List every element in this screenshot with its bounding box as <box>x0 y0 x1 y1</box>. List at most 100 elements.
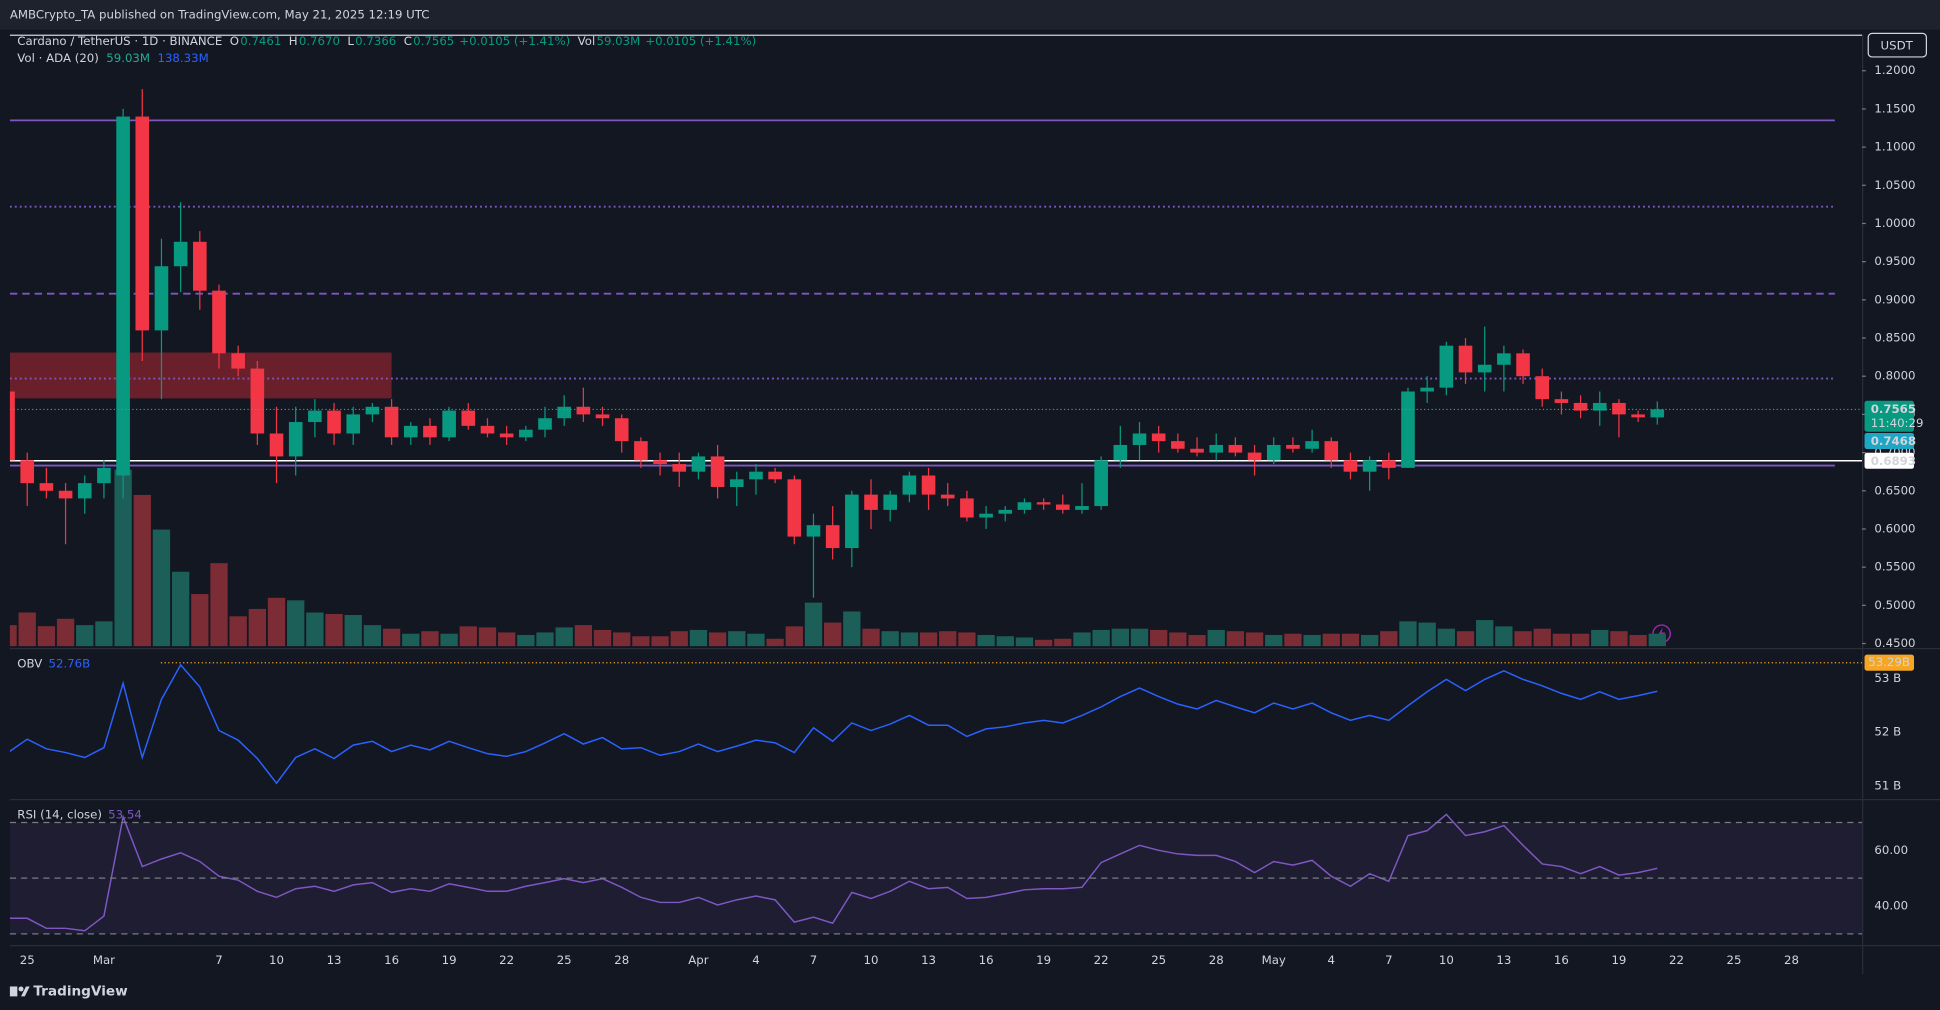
y-tick-label: 1.0500 <box>1874 178 1915 192</box>
candle-body <box>538 418 552 430</box>
volume-legend: Vol · ADA (20) 59.03M 138.33M <box>17 51 208 65</box>
volume-bar <box>95 621 113 647</box>
volume-bar <box>1533 628 1551 647</box>
candle-body <box>825 525 840 549</box>
currency-label[interactable]: USDT <box>1881 38 1914 52</box>
supply-zone <box>9 352 392 399</box>
candle-body <box>1612 402 1626 415</box>
x-tick-label: 4 <box>752 953 759 967</box>
candle-body <box>97 467 111 484</box>
candle-body <box>883 494 898 510</box>
candle-body <box>1535 376 1550 400</box>
volume-bar <box>37 626 56 647</box>
price-badge-label: 0.7468 <box>1871 434 1916 448</box>
candle-body <box>1228 444 1243 453</box>
candle-body <box>480 425 495 434</box>
volume-bar <box>728 631 746 647</box>
indicator-legend: RSI (14, close) 53.54 <box>17 807 141 821</box>
x-tick-label: 7 <box>1385 953 1392 967</box>
y-tick-label: 0.5000 <box>1874 598 1915 612</box>
candle-body <box>729 479 744 487</box>
indicator-value: 53.54 <box>108 807 142 821</box>
volume-bar <box>1495 626 1513 647</box>
candle-body <box>9 391 15 461</box>
legend-value: 0.7565 <box>413 33 454 47</box>
candle-body <box>672 464 687 472</box>
volume-bar <box>1571 633 1590 647</box>
volume-bar <box>382 628 401 647</box>
y-tick-label: 0.6500 <box>1874 483 1915 497</box>
volume-bar <box>229 616 247 647</box>
volume-bar <box>1015 637 1034 647</box>
volume-bar <box>1341 633 1360 647</box>
y-tick-label: 40.00 <box>1874 898 1908 912</box>
y-tick-label: 0.4500 <box>1874 636 1915 650</box>
x-tick-label: 22 <box>1669 953 1684 967</box>
candle-body <box>1247 452 1262 461</box>
volume-bar <box>1207 629 1225 647</box>
x-tick-label: 22 <box>499 953 514 967</box>
volume-bar <box>574 625 593 647</box>
candle-body <box>1305 441 1319 449</box>
candle-body <box>634 441 648 461</box>
volume-bar <box>497 632 516 647</box>
y-tick-label: 0.9500 <box>1874 254 1915 268</box>
x-tick-label: 19 <box>442 953 457 967</box>
volume-bar <box>363 625 382 647</box>
volume-bar <box>248 608 267 647</box>
volume-bar <box>459 626 477 647</box>
volume-bar <box>555 627 573 647</box>
candle-body <box>1497 353 1511 365</box>
y-tick-label: 1.1500 <box>1874 101 1915 115</box>
candle-body <box>499 433 514 438</box>
candle-body <box>1286 444 1300 449</box>
x-tick-label: 19 <box>1611 953 1626 967</box>
y-tick-label: 60.00 <box>1874 843 1908 857</box>
price-badge <box>1864 452 1915 469</box>
volume-bar <box>1245 632 1264 647</box>
candle-body <box>1132 433 1147 445</box>
candle-body <box>308 410 322 423</box>
x-tick-label: 25 <box>557 953 572 967</box>
indicator-value: 52.76B <box>49 656 91 670</box>
x-tick-label: 16 <box>1554 953 1569 967</box>
candle-body <box>442 410 456 438</box>
x-tick-label: Mar <box>93 953 115 967</box>
candle-body <box>1554 399 1569 403</box>
candle-body <box>1113 444 1128 461</box>
candle-body <box>20 460 35 484</box>
volume-bar <box>919 632 938 647</box>
candle-body <box>288 422 303 457</box>
candle-body <box>614 418 629 442</box>
volume-bar <box>1226 631 1245 647</box>
volume-bar <box>785 626 803 647</box>
x-tick-label: 22 <box>1094 953 1109 967</box>
volume-bar <box>1322 633 1340 647</box>
y-tick-label: 51 B <box>1874 778 1901 792</box>
volume-bar <box>191 594 209 647</box>
candle-body <box>1343 460 1358 472</box>
legend-key: C <box>404 33 412 47</box>
x-tick-label: 25 <box>1727 953 1742 967</box>
volume-bar <box>1265 634 1283 647</box>
candle-body <box>39 483 54 491</box>
currency-button[interactable] <box>1867 32 1928 58</box>
legend-key: Vol <box>578 33 596 47</box>
price-badge-label: 0.6893 <box>1871 454 1916 468</box>
price-badge <box>1864 400 1915 432</box>
volume-bar <box>517 634 535 647</box>
volume-bar <box>670 631 688 647</box>
legend-value: +0.0105 (+1.41%) <box>645 33 756 47</box>
candle-body <box>1190 448 1204 453</box>
brand-name: TradingView <box>33 983 128 999</box>
symbol-title: Cardano / TetherUS · 1D · BINANCE <box>17 33 222 47</box>
candle-body <box>423 425 437 438</box>
candle-body <box>154 266 169 331</box>
legend-key: H <box>289 33 298 47</box>
volume-bar <box>1591 629 1609 647</box>
volume-bar <box>1610 631 1628 647</box>
volume-bar <box>306 612 324 647</box>
legend-value: 0.7670 <box>299 33 340 47</box>
x-tick-label: 13 <box>1496 953 1511 967</box>
